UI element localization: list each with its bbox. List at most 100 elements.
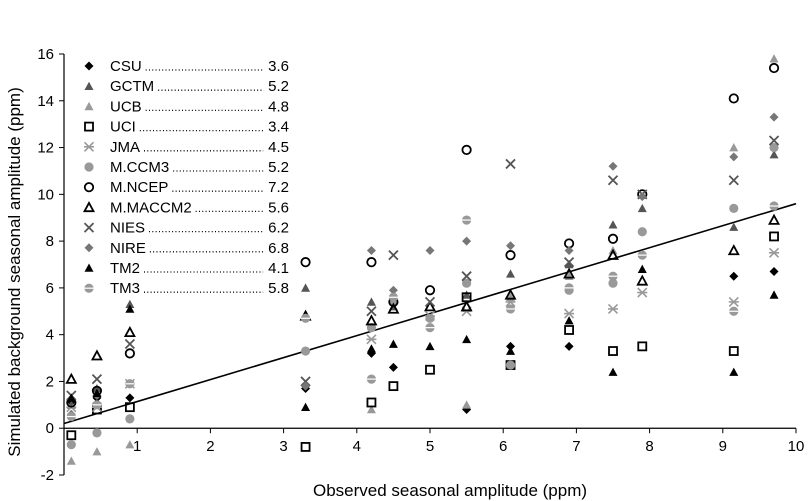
data-point-jma [366, 334, 377, 345]
data-point-m-maccm2 [423, 300, 437, 312]
data-point-ucb [366, 405, 376, 414]
legend-value: 5.6 [268, 199, 289, 216]
data-point-tm2 [729, 367, 739, 376]
data-point-tm3 [300, 313, 311, 323]
legend-marker-tm3 [84, 283, 94, 293]
legend-marker-jma [83, 141, 95, 152]
data-point-tm3 [564, 283, 574, 293]
data-point-tm3 [729, 306, 739, 316]
data-point-jma [728, 296, 739, 307]
legend-marker-csu [84, 61, 94, 71]
data-point-m-ccm3 [125, 414, 135, 424]
data-point-tm3 [462, 215, 472, 225]
data-point-uci [300, 442, 311, 452]
legend-marker-m-ccm3 [84, 162, 94, 172]
data-point-tm3 [388, 292, 398, 302]
legend-marker-tm2 [84, 263, 94, 272]
data-point-jma [607, 303, 619, 315]
legend-value: 6.2 [268, 220, 289, 237]
data-point-csu [729, 271, 739, 281]
legend-marker-gctm [84, 81, 94, 90]
data-point-uci [366, 397, 377, 408]
legend-name: TM2 [110, 260, 140, 277]
data-point-m-maccm2 [365, 314, 378, 326]
data-point-nies [728, 175, 739, 186]
data-point-nire [637, 192, 647, 202]
data-point-tm2 [66, 393, 76, 402]
legend-item-csu: CSU 3.6 [84, 58, 289, 75]
data-point-tm2 [92, 388, 102, 397]
legend-name: M.MACCM2 [110, 199, 192, 216]
data-point-tm3 [505, 304, 516, 314]
legend-item-gctm: GCTM 5.2 [84, 78, 289, 95]
data-point-tm2 [769, 290, 779, 299]
x-tick-label: 5 [426, 438, 434, 455]
x-tick-label: 8 [645, 438, 653, 455]
data-point-jma [637, 287, 648, 298]
legend-name: UCI [110, 119, 136, 136]
data-point-nire [769, 112, 779, 122]
data-point-ucb [462, 400, 472, 409]
x-tick-label: 3 [279, 438, 287, 455]
legend-value: 5.8 [268, 280, 289, 297]
data-point-m-maccm2 [606, 248, 620, 260]
legend-name: TM3 [110, 280, 140, 297]
data-point-tm2 [425, 341, 435, 351]
data-point-m-maccm2 [123, 325, 136, 338]
data-point-m-maccm2 [460, 300, 473, 312]
y-tick-label: 14 [37, 93, 54, 110]
data-point-m-ncep [607, 233, 619, 244]
legend-value: 4.1 [268, 260, 289, 277]
data-point-gctm [462, 290, 472, 299]
data-point-gctm [769, 150, 779, 159]
data-point-ucb [769, 54, 779, 63]
data-point-m-ccm3 [505, 360, 516, 370]
legend-item-tm3: TM3 5.8 [84, 280, 289, 297]
x-axis-title: Observed seasonal amplitude (ppm) [313, 481, 587, 500]
y-tick-label: 4 [46, 327, 54, 344]
data-point-tm2 [125, 304, 135, 313]
legend-value: 3.6 [268, 58, 289, 75]
legend-item-m-ncep: M.NCEP 7.2 [83, 179, 289, 196]
data-point-tm2 [388, 339, 398, 348]
data-point-m-ncep [505, 250, 516, 261]
data-point-gctm [506, 269, 516, 278]
data-point-tm3 [608, 271, 618, 281]
x-tick-label: 7 [572, 438, 580, 455]
data-point-nire [301, 381, 311, 391]
data-point-m-ccm3 [366, 323, 377, 333]
data-point-nire [729, 152, 739, 162]
data-point-gctm [125, 299, 135, 309]
legend-marker-m-maccm2 [82, 201, 96, 213]
data-point-gctm [608, 220, 618, 229]
legend-name: NIES [110, 220, 145, 237]
legend-value: 3.4 [268, 119, 289, 136]
data-point-m-ccm3 [608, 278, 618, 288]
y-tick-label: 0 [46, 420, 54, 437]
data-point-tm2 [637, 264, 647, 273]
data-point-m-ncep [461, 144, 472, 155]
legend-marker-nies [83, 222, 95, 233]
data-point-m-ncep [728, 93, 739, 104]
legend-value: 5.2 [268, 78, 289, 95]
data-point-nies [366, 306, 377, 317]
x-tick-label: 6 [499, 438, 507, 455]
legend-value: 6.8 [268, 240, 289, 257]
data-point-m-maccm2 [727, 244, 740, 256]
x-tick-label: 10 [788, 438, 805, 455]
data-point-uci [728, 346, 739, 356]
data-point-tm3 [366, 374, 377, 384]
data-point-m-ccm3 [462, 278, 472, 288]
legend-value: 4.8 [268, 98, 289, 115]
legend-item-nies: NIES 6.2 [83, 220, 289, 237]
data-point-tm3 [425, 323, 435, 333]
legend-item-nire: NIRE 6.8 [84, 240, 289, 257]
data-point-nire [608, 161, 618, 171]
legend-item-tm2: TM2 4.1 [84, 260, 289, 277]
legend-name: M.NCEP [110, 179, 168, 196]
data-point-m-maccm2 [504, 288, 517, 300]
legend-item-uci: UCI 3.4 [84, 119, 289, 136]
legend-value: 4.5 [268, 139, 289, 156]
data-point-tm3 [125, 379, 135, 389]
data-point-csu [125, 393, 135, 403]
